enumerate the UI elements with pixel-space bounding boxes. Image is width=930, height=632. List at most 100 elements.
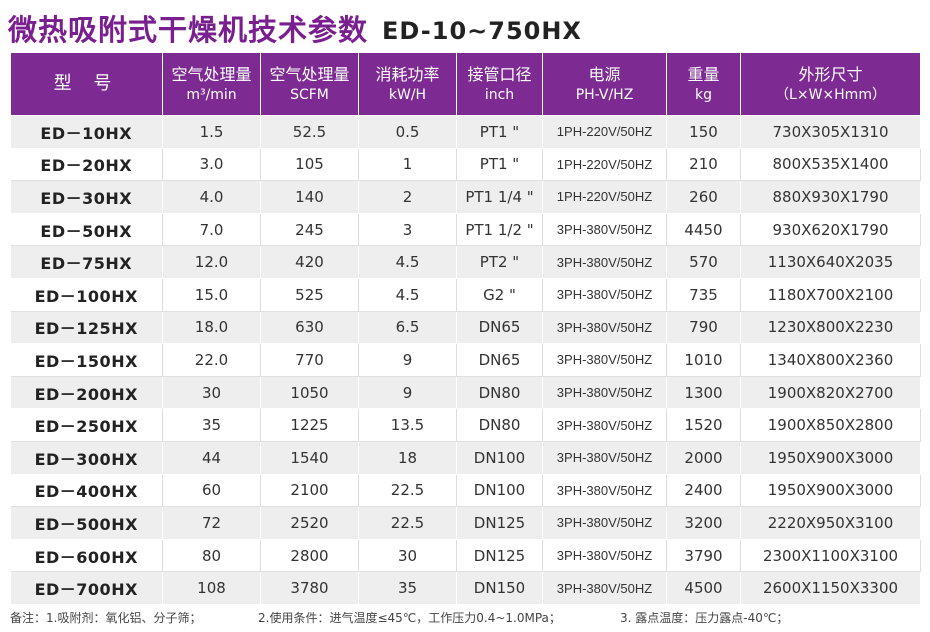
cell-power-supply: 3PH-380V/50HZ [542,376,667,410]
cell-model: ED－30HX [10,180,163,214]
table-row: ED－700HX 108 3780 35 DN150 3PH-380V/50HZ 4500 2… [10,571,921,605]
cell-model: ED－200HX [10,376,163,410]
cell-air-flow-m3: 4.0 [162,180,261,214]
page-title: 微热吸附式干燥机技术参数 [8,13,369,47]
cell-pipe-size: DN100 [456,474,543,508]
header-power-supply: 电源 PH-V/HZ [542,52,667,116]
cell-model: ED－125HX [10,311,163,345]
header-power: 消耗功率 kW/H [358,52,457,116]
cell-air-flow-m3: 60 [162,474,261,508]
table-row: ED－250HX 35 1225 13.5 DN80 3PH-380V/50HZ 1520 1… [10,408,921,442]
cell-air-flow-scfm: 2520 [260,506,359,540]
cell-air-flow-m3: 80 [162,539,261,573]
table-row: ED－600HX 80 2800 30 DN125 3PH-380V/50HZ 3790 23… [10,539,921,573]
cell-air-flow-m3: 35 [162,408,261,442]
cell-air-flow-scfm: 1050 [260,376,359,410]
cell-weight: 3790 [666,539,741,573]
cell-model: ED－500HX [10,506,163,540]
cell-pipe-size: PT1 " [456,115,543,149]
cell-dimensions: 930X620X1790 [740,213,921,247]
cell-power-supply: 1PH-220V/50HZ [542,148,667,182]
cell-air-flow-scfm: 1225 [260,408,359,442]
cell-air-flow-scfm: 52.5 [260,115,359,149]
cell-air-flow-scfm: 420 [260,245,359,279]
cell-weight: 3200 [666,506,741,540]
cell-model: ED－150HX [10,343,163,377]
table-row: ED－200HX 30 1050 9 DN80 3PH-380V/50HZ 1300 1900… [10,376,921,410]
cell-weight: 2000 [666,441,741,475]
cell-dimensions: 2600X1150X3300 [740,571,921,605]
cell-air-flow-scfm: 630 [260,311,359,345]
cell-pipe-size: DN125 [456,506,543,540]
title-row: 微热吸附式干燥机技术参数 ED-10~750HX [8,4,582,50]
cell-pipe-size: DN80 [456,376,543,410]
cell-air-flow-scfm: 105 [260,148,359,182]
cell-pipe-size: PT1 1/4 " [456,180,543,214]
table-row: ED－500HX 72 2520 22.5 DN125 3PH-380V/50HZ 3200… [10,506,921,540]
cell-pipe-size: DN65 [456,311,543,345]
cell-air-flow-m3: 30 [162,376,261,410]
header-weight: 重量 kg [666,52,741,116]
cell-weight: 4450 [666,213,741,247]
cell-pipe-size: DN100 [456,441,543,475]
cell-pipe-size: PT1 1/2 " [456,213,543,247]
cell-dimensions: 1950X900X3000 [740,441,921,475]
cell-air-flow-m3: 1.5 [162,115,261,149]
cell-pipe-size: DN65 [456,343,543,377]
cell-weight: 210 [666,148,741,182]
cell-air-flow-m3: 3.0 [162,148,261,182]
cell-power-supply: 3PH-380V/50HZ [542,278,667,312]
cell-power: 9 [358,343,457,377]
cell-power-supply: 3PH-380V/50HZ [542,571,667,605]
table-header-row: 型 号 空气处理量 m³/min 空气处理量 SCFM 消耗功率 kW/H 接管… [10,52,921,116]
table-row: ED－100HX 15.0 525 4.5 G2 " 3PH-380V/50HZ 735 11… [10,278,921,312]
note-adsorbent: 备注：1.吸附剂：氧化铝、分子筛； [10,611,202,625]
cell-dimensions: 1900X820X2700 [740,376,921,410]
cell-dimensions: 2300X1100X3100 [740,539,921,573]
cell-air-flow-scfm: 245 [260,213,359,247]
cell-power: 22.5 [358,474,457,508]
cell-power-supply: 3PH-380V/50HZ [542,245,667,279]
cell-dimensions: 1900X850X2800 [740,408,921,442]
table-row: ED－150HX 22.0 770 9 DN65 3PH-380V/50HZ 1010 134… [10,343,921,377]
cell-weight: 790 [666,311,741,345]
table-row: ED－75HX 12.0 420 4.5 PT2 " 3PH-380V/50HZ 570 11… [10,245,921,279]
cell-air-flow-scfm: 770 [260,343,359,377]
cell-air-flow-scfm: 140 [260,180,359,214]
cell-dimensions: 800X535X1400 [740,148,921,182]
cell-power: 9 [358,376,457,410]
cell-dimensions: 880X930X1790 [740,180,921,214]
cell-power-supply: 3PH-380V/50HZ [542,311,667,345]
footnotes: 备注：1.吸附剂：氧化铝、分子筛； 2.使用条件：进气温度≤45℃，工作压力0.… [10,609,925,626]
cell-dimensions: 1130X640X2035 [740,245,921,279]
cell-air-flow-m3: 18.0 [162,311,261,345]
cell-power-supply: 1PH-220V/50HZ [542,115,667,149]
cell-power-supply: 3PH-380V/50HZ [542,441,667,475]
table-row: ED－20HX 3.0 105 1 PT1 " 1PH-220V/50HZ 210 800X5… [10,148,921,182]
cell-power: 6.5 [358,311,457,345]
cell-power: 18 [358,441,457,475]
cell-pipe-size: DN80 [456,408,543,442]
header-air-flow-m3: 空气处理量 m³/min [162,52,261,116]
cell-power-supply: 3PH-380V/50HZ [542,506,667,540]
cell-power: 35 [358,571,457,605]
cell-dimensions: 1180X700X2100 [740,278,921,312]
note-conditions: 2.使用条件：进气温度≤45℃，工作压力0.4~1.0MPa； [258,611,561,625]
cell-air-flow-m3: 108 [162,571,261,605]
cell-pipe-size: DN150 [456,571,543,605]
header-dimensions: 外形尺寸 （L×W×Hmm） [740,52,921,116]
cell-weight: 735 [666,278,741,312]
cell-air-flow-m3: 44 [162,441,261,475]
cell-power-supply: 1PH-220V/50HZ [542,180,667,214]
cell-power-supply: 3PH-380V/50HZ [542,474,667,508]
cell-model: ED－20HX [10,148,163,182]
cell-power: 13.5 [358,408,457,442]
cell-pipe-size: DN125 [456,539,543,573]
cell-weight: 260 [666,180,741,214]
cell-dimensions: 1230X800X2230 [740,311,921,345]
note-dew-point: 3. 露点温度：压力露点-40℃； [620,611,789,625]
header-air-flow-scfm: 空气处理量 SCFM [260,52,359,116]
cell-pipe-size: G2 " [456,278,543,312]
cell-air-flow-m3: 22.0 [162,343,261,377]
